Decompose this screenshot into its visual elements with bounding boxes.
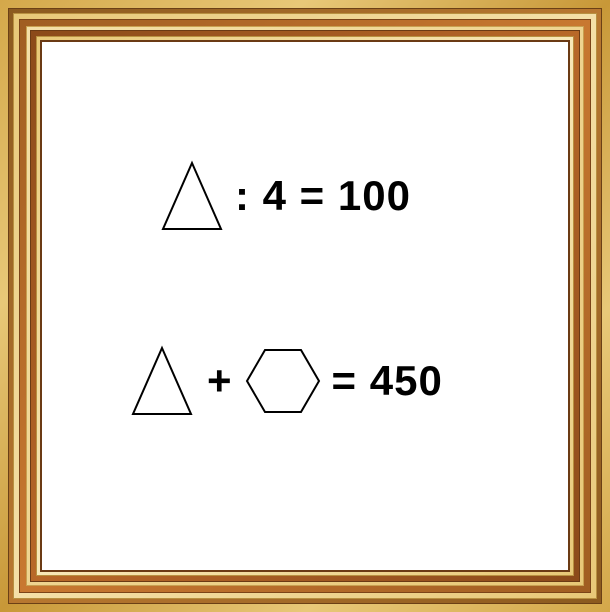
equation-2-text: = 450: [332, 357, 443, 405]
puzzle-content: : 4 = 100 +: [42, 42, 568, 570]
frame-layer-5: : 4 = 100 +: [30, 30, 580, 582]
frame-layer-3: : 4 = 100 +: [19, 19, 591, 593]
triangle-icon: [157, 157, 227, 235]
picture-frame-outer: : 4 = 100 +: [0, 0, 610, 612]
equation-row-2: + = 450: [127, 342, 443, 420]
equation-1-text: : 4 = 100: [235, 172, 411, 220]
frame-layer-2: : 4 = 100 +: [13, 13, 597, 599]
hexagon-icon: [242, 342, 324, 420]
plus-operator: +: [207, 357, 232, 405]
equation-row-1: : 4 = 100: [157, 157, 411, 235]
triangle-icon: [127, 342, 197, 420]
frame-layer-1: : 4 = 100 +: [8, 8, 602, 604]
frame-layer-6: : 4 = 100 +: [36, 36, 574, 576]
canvas: : 4 = 100 +: [40, 40, 570, 572]
frame-layer-4: : 4 = 100 +: [26, 26, 584, 586]
